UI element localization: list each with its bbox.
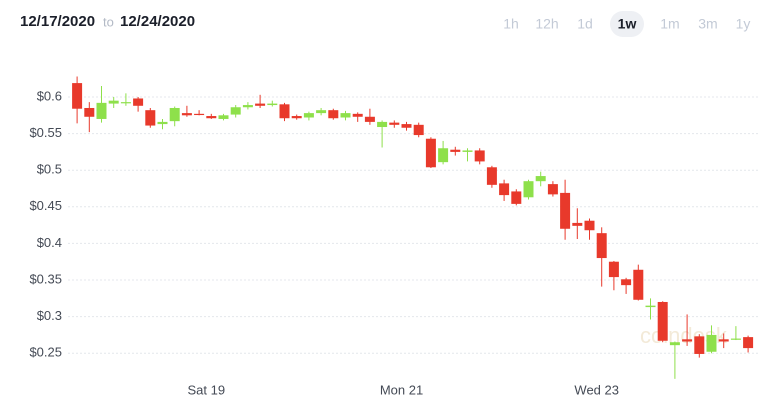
date-separator: to (103, 14, 114, 29)
candle-body (401, 124, 412, 128)
candle-body (743, 337, 754, 349)
candle-body (633, 269, 644, 300)
timeframe-button[interactable]: 12h (535, 16, 558, 32)
candle-body (230, 107, 241, 115)
candle-body (96, 102, 107, 119)
date-from: 12/17/2020 (20, 13, 95, 30)
candle-body (584, 220, 595, 231)
y-tick-label: $0.55 (29, 125, 62, 140)
candle-body (291, 116, 302, 119)
candle-body (425, 138, 436, 168)
candle-body (279, 104, 290, 119)
candle-body (669, 342, 680, 346)
y-tick-label: $0.4 (37, 235, 62, 250)
y-tick-label: $0.45 (29, 198, 62, 213)
candle-body (621, 279, 632, 286)
x-tick-label: Mon 21 (380, 382, 423, 397)
candle-body (255, 103, 266, 106)
candle-body (462, 150, 473, 152)
date-to: 12/24/2020 (120, 13, 195, 30)
candle-body (438, 148, 449, 163)
candle-body (511, 191, 522, 204)
candle-body (72, 83, 83, 109)
y-tick-label: $0.5 (37, 162, 62, 177)
y-tick-label: $0.25 (29, 345, 62, 360)
candle-body (535, 176, 546, 182)
candle-body (706, 334, 717, 352)
timeframe-button[interactable]: 1y (736, 16, 751, 32)
candle-body (413, 124, 424, 136)
candle-body (523, 181, 534, 198)
candle-body (572, 222, 583, 226)
y-tick-label: $0.3 (37, 308, 62, 323)
candle-body (133, 98, 144, 106)
candle-body (645, 305, 656, 308)
candle-body (364, 116, 375, 122)
candle-body (560, 192, 571, 229)
x-tick-label: Wed 23 (574, 382, 619, 397)
candle-body (389, 122, 400, 125)
candle-body (608, 261, 619, 278)
candle-body (694, 336, 705, 354)
candle-body (181, 113, 192, 116)
candle-body (657, 301, 668, 341)
candle-body (316, 110, 327, 114)
candle-body (718, 339, 729, 342)
candle-body (108, 100, 119, 104)
candle-body (194, 113, 205, 116)
timeframe-button[interactable]: 1m (660, 16, 679, 32)
candle-body (242, 105, 253, 108)
candle-body (328, 110, 339, 119)
candle-body (547, 184, 558, 195)
timeframe-button[interactable]: 1h (503, 16, 519, 32)
candle-body (206, 116, 217, 119)
candle-body (730, 338, 741, 340)
candle-body (450, 149, 461, 152)
timeframe-button[interactable]: 1w (618, 16, 637, 32)
candle-body (303, 113, 314, 118)
candle-body (169, 107, 180, 122)
y-tick-label: $0.35 (29, 271, 62, 286)
candle-body (340, 113, 351, 118)
candle-body (145, 110, 156, 126)
y-tick-label: $0.6 (37, 88, 62, 103)
candle-body (120, 102, 131, 104)
x-tick-label: Sat 19 (188, 382, 226, 397)
candle-body (682, 339, 693, 342)
candle-body (377, 121, 388, 128)
candle-body (499, 183, 510, 196)
timeframe-button[interactable]: 1d (577, 16, 593, 32)
selected-timeframe-bg (610, 11, 644, 37)
timeframe-selector: 1h 12h 1d 1w 1m 3m 1y (503, 11, 750, 37)
candle-body (267, 103, 278, 106)
candle-body (157, 121, 168, 125)
candle-body (218, 115, 229, 119)
candle-body (352, 113, 363, 117)
candle-body (474, 150, 485, 162)
candle-body (596, 233, 607, 259)
timeframe-button[interactable]: 3m (698, 16, 717, 32)
plot-area: coindesk$0.25$0.3$0.35$0.4$0.45$0.5$0.55… (29, 76, 760, 397)
candle-body (486, 167, 497, 185)
candle-body (84, 107, 95, 117)
